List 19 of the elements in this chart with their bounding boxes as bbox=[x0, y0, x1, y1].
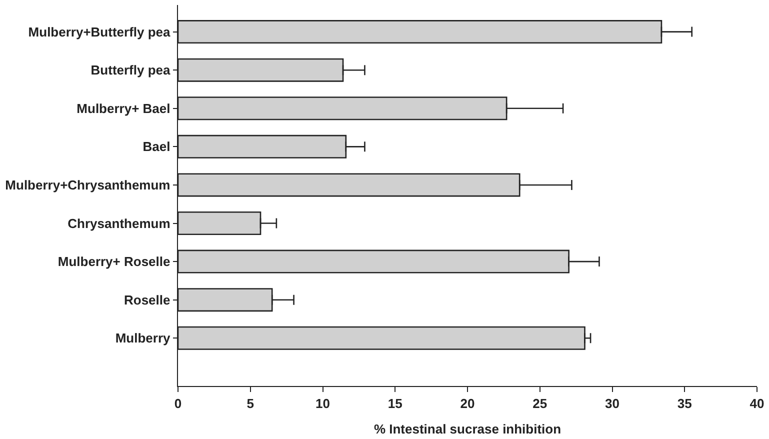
y-tick-label: Roselle bbox=[124, 292, 170, 308]
x-tick-label: 40 bbox=[750, 396, 764, 411]
x-tick-label: 10 bbox=[316, 396, 330, 411]
x-tick-label: 15 bbox=[388, 396, 402, 411]
x-tick-label: 5 bbox=[246, 396, 254, 411]
y-tick-label: Mulberry bbox=[115, 330, 172, 346]
x-tick-label: 35 bbox=[677, 396, 692, 411]
x-tick-label: 30 bbox=[605, 396, 620, 411]
y-tick-label: Chrysanthemum bbox=[68, 216, 170, 231]
x-axis-title: % Intestinal sucrase inhibition bbox=[374, 421, 562, 436]
x-tick-label: 0 bbox=[174, 396, 182, 411]
y-tick-label: Bael bbox=[142, 139, 170, 154]
y-tick-label: Butterfly pea bbox=[90, 62, 172, 78]
y-tick-label: Mulberry+Chrysanthemum bbox=[5, 178, 170, 193]
y-tick-label: Mulberry+ Roselle bbox=[58, 254, 170, 270]
x-tick-label: 25 bbox=[532, 396, 548, 411]
x-tick-label: 20 bbox=[460, 396, 475, 411]
y-tick-label: Mulberry+Butterfly pea bbox=[28, 24, 172, 40]
y-tick-label: Mulberry+ Bael bbox=[76, 100, 170, 116]
